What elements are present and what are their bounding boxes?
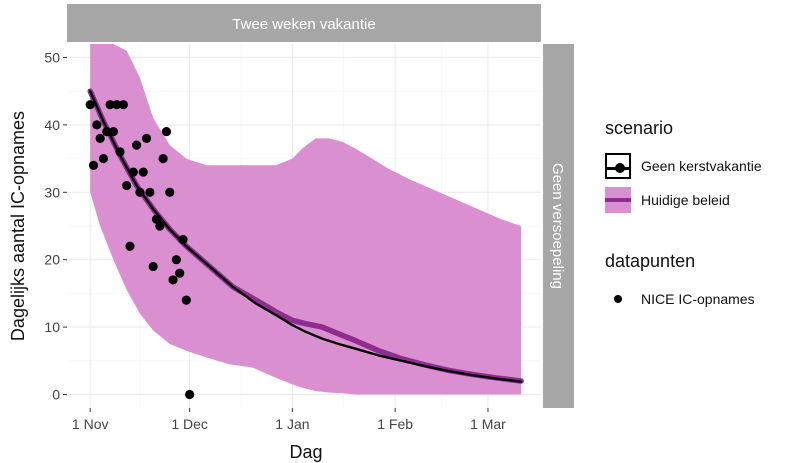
legend-label-geen: Geen kerstvakantie (641, 158, 762, 174)
data-point (181, 295, 191, 305)
uncertainty-band (90, 44, 522, 395)
data-point (122, 180, 132, 191)
y-tick-label: 10 (44, 319, 60, 335)
x-tick-label: 1 Mar (470, 416, 506, 432)
right-facet-strip: Geen versoepeling (543, 44, 574, 408)
data-point (88, 160, 99, 170)
right-strip-bg (543, 44, 574, 408)
legend-key-huidig (605, 187, 631, 213)
data-point (178, 234, 188, 245)
data-point (128, 167, 138, 177)
x-tick-label: 1 Jan (275, 416, 309, 432)
data-point (108, 127, 119, 137)
legend-item-geen: Geen kerstvakantie (605, 149, 790, 183)
legend-label-huidig: Huidige beleid (641, 192, 730, 208)
data-point (161, 127, 172, 137)
y-tick-label: 50 (44, 49, 60, 65)
data-point (171, 255, 181, 265)
data-point (85, 100, 95, 110)
data-point (185, 389, 195, 400)
data-point (158, 153, 168, 164)
y-axis-title: Dagelijks aantal IC-opnames (8, 111, 28, 341)
data-point (145, 187, 155, 197)
legend: scenario Geen kerstvakantie Huidige bele… (605, 118, 790, 316)
facet-right-label: Geen versoepeling (549, 163, 566, 289)
legend-item-points: NICE IC-opnames (605, 282, 790, 316)
data-point (138, 167, 148, 177)
y-tick-label: 20 (44, 252, 60, 268)
data-point (148, 261, 158, 272)
axes: 0 10 20 30 40 50 1 Nov 1 Dec 1 Jan 1 Feb 1 Mar (44, 49, 506, 432)
data-point (105, 100, 115, 110)
data-point (102, 127, 112, 137)
data-point (155, 221, 165, 231)
x-tick-label: 1 Feb (377, 416, 413, 432)
data-point (92, 120, 102, 130)
data-point (132, 140, 142, 150)
legend-item-huidig: Huidige beleid (605, 183, 790, 217)
x-axis-title: Dag (289, 442, 322, 462)
data-point (165, 187, 175, 197)
legend-label-points: NICE IC-opnames (641, 291, 755, 307)
data-points (85, 100, 195, 400)
y-tick-label: 30 (44, 184, 60, 200)
data-point (115, 147, 125, 157)
legend-title-scenario: scenario (605, 118, 674, 138)
legend-key-points (605, 286, 631, 312)
data-point (125, 241, 135, 251)
data-point (112, 100, 122, 110)
series-lines (87, 88, 524, 384)
top-strip-bg (67, 4, 541, 42)
data-point (141, 133, 152, 143)
data-point (118, 100, 128, 110)
top-facet-strip: Twee weken vakantie (67, 4, 541, 42)
series-line-geen-kerstvakantie (88, 89, 523, 383)
legend-key-geen (605, 153, 631, 179)
y-tick-label: 0 (52, 387, 60, 403)
band-area (90, 44, 522, 395)
x-tick-label: 1 Nov (72, 416, 109, 432)
legend-title-datapunten: datapunten (605, 251, 696, 271)
data-point (135, 187, 145, 197)
data-point (98, 153, 109, 164)
data-point (95, 133, 105, 143)
x-tick-label: 1 Dec (171, 416, 208, 432)
y-tick-label: 40 (44, 117, 60, 133)
facet-top-label: Twee weken vakantie (232, 16, 375, 33)
data-point (168, 275, 178, 285)
data-point (175, 268, 185, 278)
